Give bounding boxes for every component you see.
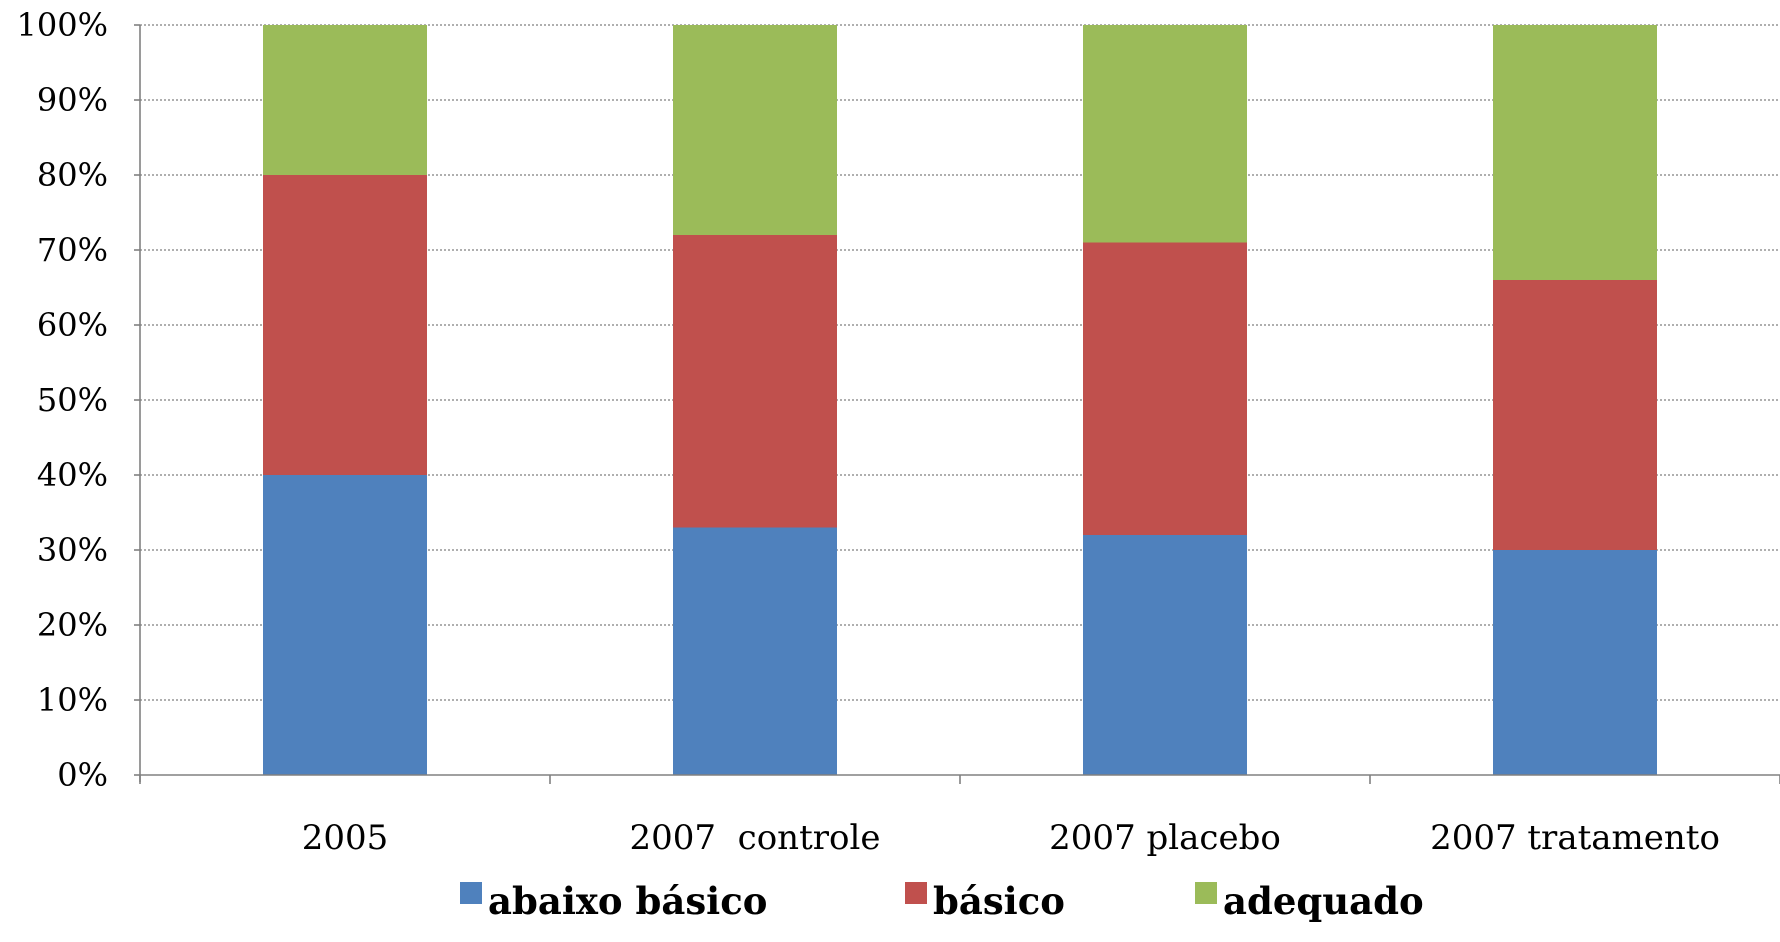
y-tick-label: 100% xyxy=(17,6,108,44)
legend-label: abaixo básico xyxy=(488,879,767,923)
y-tick-label: 50% xyxy=(37,381,108,419)
axes xyxy=(134,24,1780,784)
x-category-label: 2007 controle xyxy=(630,818,881,858)
bar-segment xyxy=(1493,280,1657,550)
y-tick-label: 70% xyxy=(37,231,108,269)
y-tick-label: 90% xyxy=(37,81,108,119)
legend-label: básico xyxy=(933,879,1065,923)
legend-swatch xyxy=(905,882,927,904)
x-category-labels: 2005 2007 controle 2007 placebo 2007 tratam… xyxy=(302,818,1720,858)
x-category-label: 2007 tratamento xyxy=(1430,818,1720,858)
y-tick-label: 80% xyxy=(37,156,108,194)
y-tick-label: 60% xyxy=(37,306,108,344)
x-category-label: 2007 placebo xyxy=(1049,818,1281,858)
y-tick-labels: 0% 10% 20% 30% 40% 50% 60% 70% 80% 90% 100% xyxy=(17,6,108,794)
y-tick-label: 20% xyxy=(37,606,108,644)
bar-segment xyxy=(263,475,427,775)
y-tick-label: 10% xyxy=(37,681,108,719)
bars xyxy=(263,25,1657,775)
legend-swatch xyxy=(460,882,482,904)
bar-segment xyxy=(1083,25,1247,243)
bar-segment xyxy=(673,527,837,775)
legend-swatch xyxy=(1195,882,1217,904)
legend: abaixo básico básico adequado xyxy=(460,879,1424,923)
x-category-label: 2005 xyxy=(302,818,389,858)
bar-segment xyxy=(1083,242,1247,535)
bar-segment xyxy=(1493,550,1657,775)
y-tick-label: 40% xyxy=(37,456,108,494)
bar-segment xyxy=(673,25,837,235)
legend-label: adequado xyxy=(1223,879,1424,923)
bar-segment xyxy=(263,175,427,475)
bar-segment xyxy=(263,25,427,175)
y-tick-label: 0% xyxy=(57,756,108,794)
y-tick-label: 30% xyxy=(37,531,108,569)
bar-segment xyxy=(1083,535,1247,775)
bar-segment xyxy=(1493,25,1657,280)
bar-segment xyxy=(673,235,837,528)
